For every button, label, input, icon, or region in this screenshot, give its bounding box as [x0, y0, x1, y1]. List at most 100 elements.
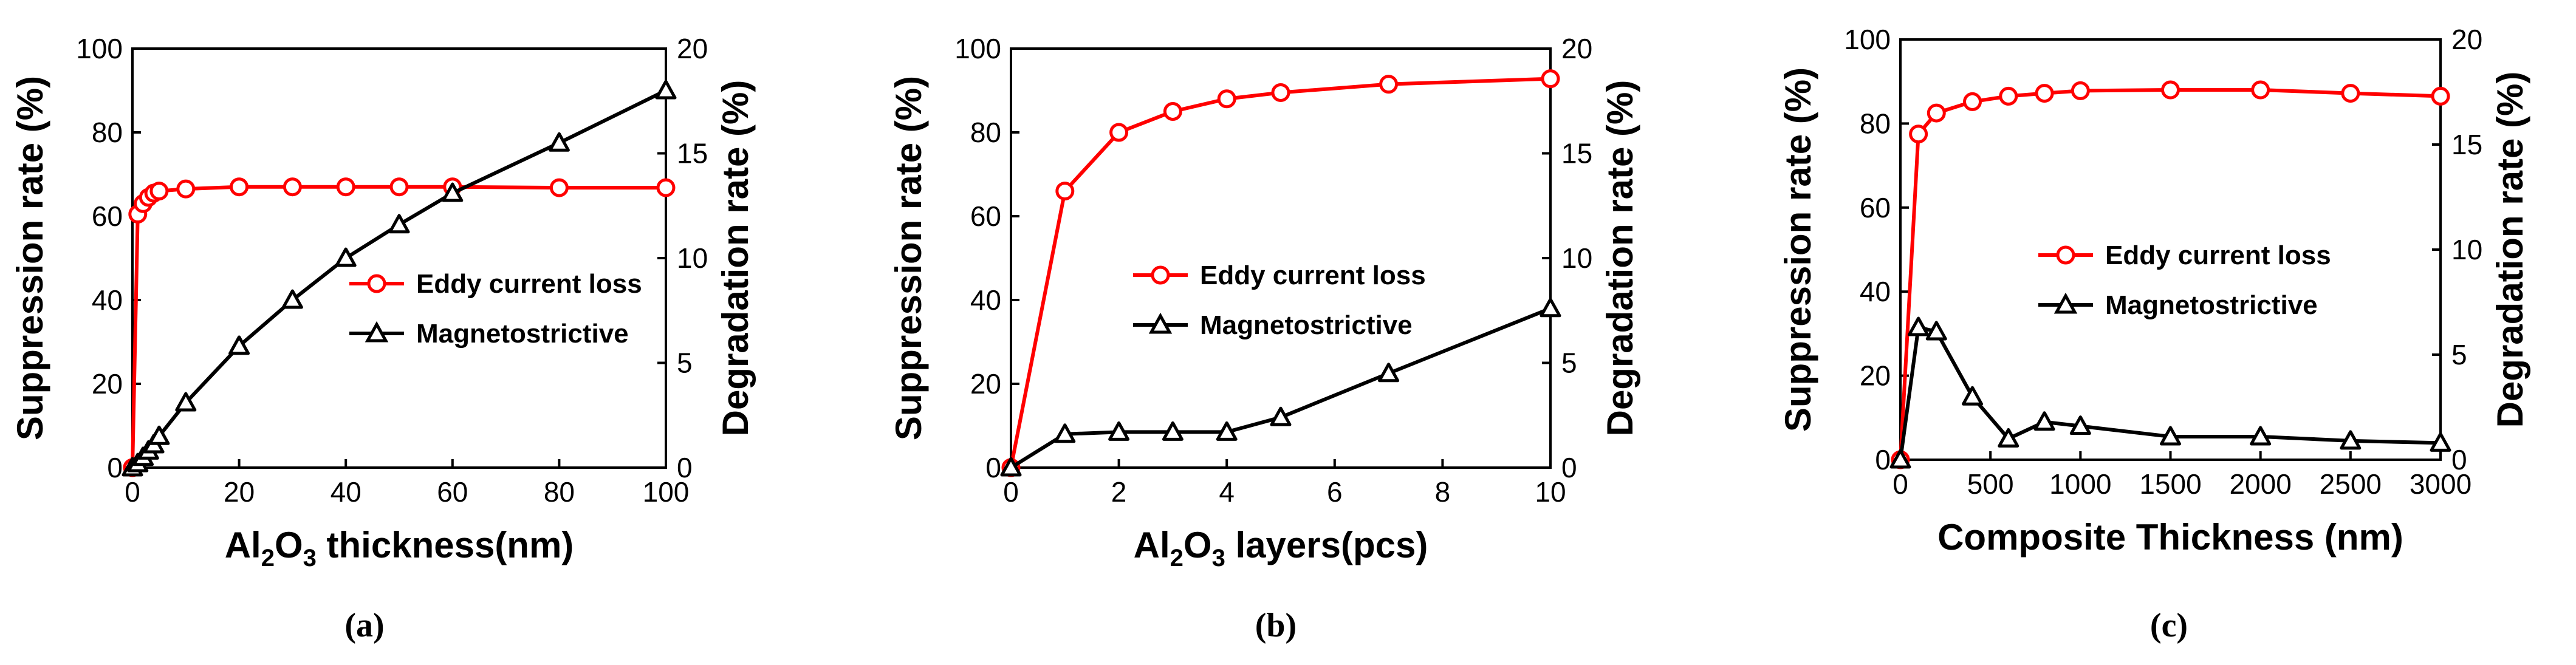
panel-c: 0 500 1000 1500 2000 2500 30000204060801000510…: [1778, 24, 2530, 644]
plot-frame: [131, 47, 667, 469]
x-tick-label: 2: [1111, 476, 1127, 508]
data-point-magnetostrictive: [548, 132, 570, 152]
legend-marker-triangle: [1148, 312, 1173, 334]
y-right-tick-label: 20: [1561, 33, 1592, 64]
data-point-magnetostrictive: [335, 247, 357, 267]
data-point-magnetostrictive: [2250, 426, 2272, 446]
x-axis-title: Composite Thickness (nm): [1937, 517, 2403, 558]
x-axis-title: Al2O3 thickness(nm): [225, 525, 574, 571]
y-left-tick-label: 100: [954, 33, 1001, 64]
x-axis-title-subscript: 2: [1170, 545, 1184, 571]
data-point-eddy-current-loss: [149, 182, 169, 201]
y-left-tick-label: 20: [92, 368, 123, 400]
data-point-eddy-current-loss: [1541, 69, 1560, 89]
data-point-eddy-current-loss: [2251, 80, 2270, 100]
y-right-tick-label: 15: [1561, 138, 1592, 169]
y-right-tick-label: 20: [2451, 24, 2482, 55]
data-point-magnetostrictive: [1378, 363, 1400, 383]
y-right-axis-title: Degradation rate (%): [715, 80, 756, 437]
data-point-magnetostrictive: [281, 289, 303, 309]
series-line-magnetostrictive: [1010, 307, 1552, 469]
data-point-eddy-current-loss: [176, 179, 196, 199]
data-point-eddy-current-loss: [230, 177, 249, 197]
data-point-eddy-current-loss: [1963, 92, 1982, 111]
y-left-tick-label: 0: [985, 452, 1001, 483]
y-right-tick-label: 20: [677, 33, 708, 64]
data-point-eddy-current-loss: [1163, 102, 1182, 121]
legend-label: Magnetostrictive: [1200, 310, 1413, 340]
data-point-eddy-current-loss: [336, 177, 355, 197]
data-point-magnetostrictive: [1054, 423, 1076, 443]
data-point-magnetostrictive: [2033, 411, 2055, 431]
y-left-tick-label: 100: [1844, 24, 1891, 55]
x-axis-title-subscript: 2: [261, 545, 275, 571]
data-point-magnetostrictive: [655, 80, 677, 100]
data-point-magnetostrictive: [175, 392, 197, 412]
x-tick-label: 40: [331, 476, 361, 508]
data-point-eddy-current-loss: [656, 178, 676, 197]
x-tick-label: 0: [125, 476, 140, 508]
data-point-magnetostrictive: [388, 214, 410, 234]
x-tick-label: 0: [1003, 476, 1019, 508]
y-right-tick-label: 15: [2451, 129, 2482, 160]
y-left-tick-label: 100: [76, 33, 123, 64]
panel-caption: (b): [1255, 607, 1297, 644]
data-point-eddy-current-loss: [389, 177, 409, 197]
data-point-eddy-current-loss: [283, 177, 302, 197]
data-point-eddy-current-loss: [2161, 80, 2180, 100]
y-left-tick-label: 20: [1860, 360, 1891, 392]
data-point-eddy-current-loss: [2035, 84, 2054, 103]
y-right-tick-label: 5: [1561, 347, 1577, 379]
x-tick-label: 1000: [2049, 468, 2111, 500]
x-tick-label: 500: [1967, 468, 2014, 500]
x-tick-label: 3000: [2410, 468, 2472, 500]
legend-label: Magnetostrictive: [416, 319, 629, 349]
data-point-eddy-current-loss: [1271, 83, 1290, 102]
data-point-eddy-current-loss: [1999, 86, 2018, 106]
x-tick-label: 10: [1535, 476, 1566, 508]
legend-marker-circle: [1151, 265, 1170, 285]
x-tick-label: 8: [1435, 476, 1451, 508]
y-right-tick-label: 5: [677, 347, 693, 379]
legend-label: Eddy current loss: [1200, 261, 1426, 290]
data-point-magnetostrictive: [2340, 430, 2362, 450]
x-tick-label: 6: [1327, 476, 1343, 508]
data-point-eddy-current-loss: [1909, 124, 1928, 144]
x-axis-title-part: layers(pcs): [1225, 525, 1428, 565]
data-point-magnetostrictive: [1998, 428, 2019, 448]
y-left-tick-label: 80: [970, 117, 1001, 148]
data-point-eddy-current-loss: [1927, 103, 1946, 123]
legend-label: Eddy current loss: [2105, 240, 2331, 270]
data-point-eddy-current-loss: [2341, 84, 2360, 103]
y-right-axis-title: Degradation rate (%): [1600, 80, 1640, 437]
legend-marker-circle: [367, 274, 386, 293]
plot-frame: [1010, 47, 1552, 469]
y-left-tick-label: 80: [92, 117, 123, 148]
x-axis-title-subscript: 3: [1212, 545, 1225, 571]
x-tick-label: 80: [544, 476, 575, 508]
y-left-tick-label: 40: [1860, 276, 1891, 307]
data-point-eddy-current-loss: [1109, 123, 1129, 142]
x-axis-title-part: Composite Thickness (nm): [1937, 517, 2403, 558]
data-point-magnetostrictive: [2430, 432, 2451, 452]
data-point-eddy-current-loss: [1379, 75, 1399, 94]
data-point-eddy-current-loss: [2071, 81, 2090, 100]
x-tick-label: 2000: [2229, 468, 2291, 500]
data-point-eddy-current-loss: [549, 178, 569, 197]
y-right-tick-label: 15: [677, 138, 708, 169]
y-right-tick-label: 0: [2451, 444, 2467, 476]
legend-label: Magnetostrictive: [2105, 290, 2318, 320]
y-right-tick-label: 10: [2451, 234, 2482, 265]
data-point-magnetostrictive: [442, 182, 464, 202]
x-tick-label: 100: [643, 476, 690, 508]
panel-caption: (a): [344, 607, 384, 644]
y-left-axis-title: Suppression rate (%): [10, 76, 50, 440]
x-axis-title-part: Al: [1134, 525, 1170, 565]
data-point-magnetostrictive: [2069, 415, 2091, 435]
y-right-tick-label: 10: [677, 242, 708, 274]
x-tick-label: 60: [437, 476, 468, 508]
x-tick-label: 0: [1893, 468, 1908, 500]
